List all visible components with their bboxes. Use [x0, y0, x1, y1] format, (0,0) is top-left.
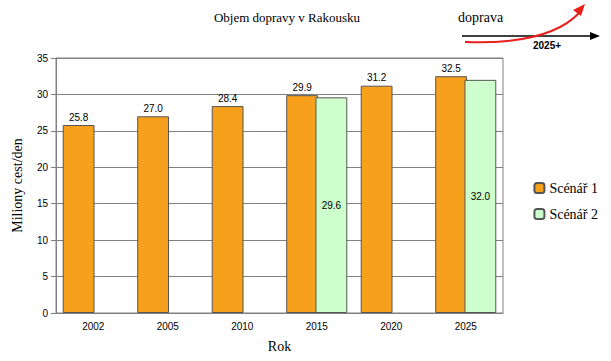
- svg-text:25: 25: [37, 125, 49, 136]
- svg-text:2005: 2005: [157, 321, 180, 332]
- svg-text:5: 5: [42, 271, 48, 282]
- svg-text:Rok: Rok: [268, 339, 291, 354]
- svg-text:2015: 2015: [306, 321, 329, 332]
- svg-text:27.0: 27.0: [143, 103, 163, 114]
- svg-text:32.0: 32.0: [471, 191, 491, 202]
- svg-text:15: 15: [37, 198, 49, 209]
- svg-text:2020: 2020: [380, 321, 403, 332]
- svg-text:2002: 2002: [82, 321, 105, 332]
- svg-text:doprava: doprava: [458, 10, 504, 25]
- svg-text:Scénář 2: Scénář 2: [549, 207, 598, 222]
- svg-text:35: 35: [37, 53, 49, 64]
- svg-text:0: 0: [42, 308, 48, 319]
- svg-text:Objem dopravy v Rakousku: Objem dopravy v Rakousku: [214, 10, 361, 25]
- svg-text:2025+: 2025+: [533, 40, 561, 51]
- svg-text:10: 10: [37, 235, 49, 246]
- svg-text:2010: 2010: [231, 321, 254, 332]
- svg-text:32.5: 32.5: [441, 63, 461, 74]
- svg-text:Miliony cest/den: Miliony cest/den: [10, 138, 25, 233]
- svg-text:31.2: 31.2: [367, 72, 387, 83]
- svg-text:29.9: 29.9: [292, 82, 312, 93]
- svg-text:30: 30: [37, 89, 49, 100]
- svg-text:29.6: 29.6: [322, 200, 342, 211]
- svg-text:2025: 2025: [455, 321, 478, 332]
- svg-text:Scénář 1: Scénář 1: [549, 181, 598, 196]
- svg-text:20: 20: [37, 162, 49, 173]
- svg-text:25.8: 25.8: [69, 112, 89, 123]
- svg-text:28.4: 28.4: [218, 93, 238, 104]
